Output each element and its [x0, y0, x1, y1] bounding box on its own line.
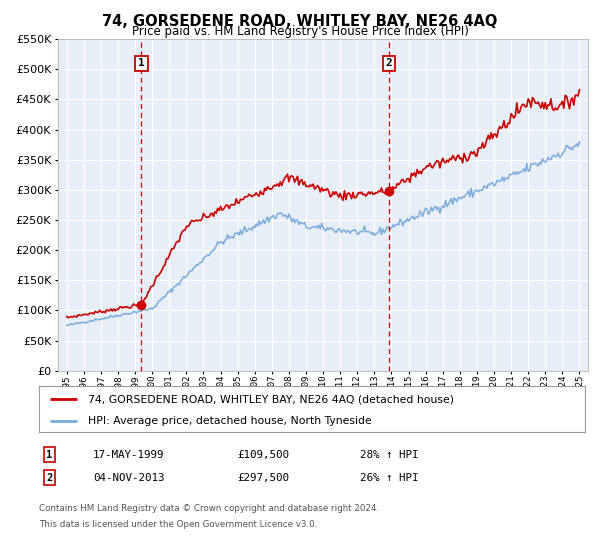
Text: HPI: Average price, detached house, North Tyneside: HPI: Average price, detached house, Nort… — [88, 416, 372, 426]
Text: 28% ↑ HPI: 28% ↑ HPI — [360, 450, 419, 460]
Text: £109,500: £109,500 — [237, 450, 289, 460]
Text: 74, GORSEDENE ROAD, WHITLEY BAY, NE26 4AQ (detached house): 74, GORSEDENE ROAD, WHITLEY BAY, NE26 4A… — [88, 394, 454, 404]
Text: 04-NOV-2013: 04-NOV-2013 — [93, 473, 164, 483]
Text: 2: 2 — [385, 58, 392, 68]
Text: This data is licensed under the Open Government Licence v3.0.: This data is licensed under the Open Gov… — [39, 520, 317, 529]
Text: Price paid vs. HM Land Registry's House Price Index (HPI): Price paid vs. HM Land Registry's House … — [131, 25, 469, 38]
Text: 74, GORSEDENE ROAD, WHITLEY BAY, NE26 4AQ: 74, GORSEDENE ROAD, WHITLEY BAY, NE26 4A… — [103, 14, 497, 29]
Text: 1: 1 — [138, 58, 145, 68]
Text: Contains HM Land Registry data © Crown copyright and database right 2024.: Contains HM Land Registry data © Crown c… — [39, 504, 379, 513]
Text: 17-MAY-1999: 17-MAY-1999 — [93, 450, 164, 460]
Text: 2: 2 — [46, 473, 52, 483]
Text: £297,500: £297,500 — [237, 473, 289, 483]
Text: 26% ↑ HPI: 26% ↑ HPI — [360, 473, 419, 483]
Text: 1: 1 — [46, 450, 52, 460]
